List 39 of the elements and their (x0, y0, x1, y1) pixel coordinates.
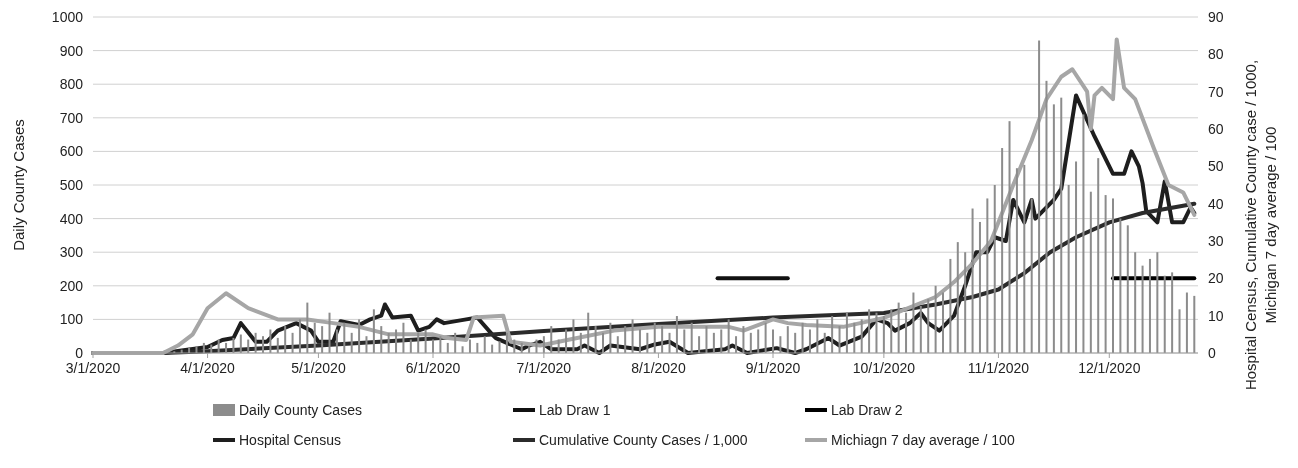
legend-label: Daily County Cases (239, 402, 362, 418)
y-tick-label: 500 (59, 177, 84, 193)
y2-tick-label: 80 (1208, 46, 1224, 63)
y-tick-label: 200 (59, 277, 84, 294)
x-tick-label: 9/1/2020 (745, 360, 801, 376)
y-tick-label: 100 (59, 311, 84, 328)
legend-label: Michiagn 7 day average / 100 (831, 432, 1015, 448)
y2-axis-title: Hospital Census, Cumulative County case / 1000, Michigan 7 day average / 100 (1242, 59, 1279, 391)
y-tick-label: 400 (59, 210, 84, 227)
x-tick-label: 11/1/2020 (967, 360, 1030, 376)
legend-label: Lab Draw 2 (831, 402, 903, 418)
legend-label: Hospital Census (239, 432, 341, 448)
y-tick-label: 1000 (51, 9, 84, 25)
y-tick-label: 700 (59, 109, 84, 126)
y2-tick-label: 50 (1208, 158, 1224, 175)
y-tick-label: 300 (59, 244, 84, 261)
y2-tick-label: 10 (1208, 307, 1224, 324)
y2-tick-label: 60 (1208, 121, 1224, 137)
x-tick-label: 8/1/2020 (631, 360, 686, 376)
x-tick-label: 10/1/2020 (852, 360, 916, 376)
y-tick-label: 600 (59, 143, 84, 160)
y2-tick-label: 0 (1208, 345, 1216, 361)
y2-tick-label: 40 (1208, 195, 1224, 212)
y2-tick-label: 70 (1208, 83, 1224, 100)
y2-tick-label: 90 (1208, 9, 1224, 25)
y-axis-title: Daily County Cases (10, 119, 27, 251)
y-tick-label: 0 (75, 345, 84, 361)
y-tick-label: 900 (59, 42, 84, 59)
legend-label: Cumulative County Cases / 1,000 (539, 432, 748, 448)
x-tick-label: 12/1/2020 (1078, 360, 1141, 376)
x-tick-label: 6/1/2020 (405, 360, 461, 376)
x-tick-label: 7/1/2020 (516, 360, 572, 376)
y2-tick-label: 20 (1208, 270, 1224, 287)
x-tick-label: 5/1/2020 (291, 360, 346, 376)
x-tick-label: 3/1/2020 (65, 360, 121, 376)
x-tick-label: 4/1/2020 (180, 360, 236, 376)
y2-tick-label: 30 (1208, 233, 1224, 249)
y-tick-label: 800 (59, 76, 84, 93)
legend-label: Lab Draw 1 (539, 402, 611, 418)
